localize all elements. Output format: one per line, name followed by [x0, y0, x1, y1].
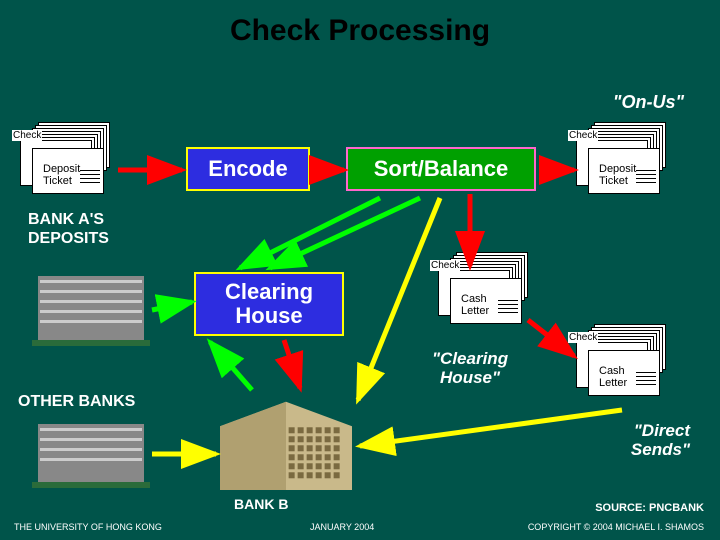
footer-university: THE UNIVERSITY OF HONG KONG [14, 522, 162, 532]
page-title: Check Processing [0, 14, 720, 48]
building-bank-b-icon [220, 392, 352, 490]
label-other-banks: OTHER BANKS [18, 393, 135, 411]
doc-stack-onus: CheckDeposit Ticket [576, 140, 668, 208]
label-clearing-house: "Clearing House" [432, 350, 508, 387]
label-bank-a: BANK A'S DEPOSITS [28, 210, 109, 248]
label-direct-sends: "Direct Sends" [631, 422, 690, 459]
label-onus: "On-Us" [613, 92, 684, 113]
doc-stack-bank-a-deposits: CheckDeposit Ticket [20, 140, 112, 208]
clearing-label: Clearing House [225, 280, 313, 328]
building-other-banks-icon [32, 420, 150, 488]
footer-source: SOURCE: PNCBANK [595, 502, 704, 514]
encode-box: Encode [186, 147, 310, 191]
footer-copyright: COPYRIGHT © 2004 MICHAEL I. SHAMOS [528, 522, 704, 532]
sort-label: Sort/Balance [374, 156, 509, 182]
clearing-house-box: Clearing House [194, 272, 344, 336]
encode-label: Encode [208, 156, 287, 182]
building-bank-a-icon [32, 272, 150, 346]
footer-date: JANUARY 2004 [310, 522, 374, 532]
sort-balance-box: Sort/Balance [346, 147, 536, 191]
doc-stack-cash-letter-1: CheckCash Letter [438, 270, 530, 338]
label-bank-b: BANK B [234, 496, 288, 512]
doc-stack-cash-letter-2: CheckCash Letter [576, 342, 668, 410]
